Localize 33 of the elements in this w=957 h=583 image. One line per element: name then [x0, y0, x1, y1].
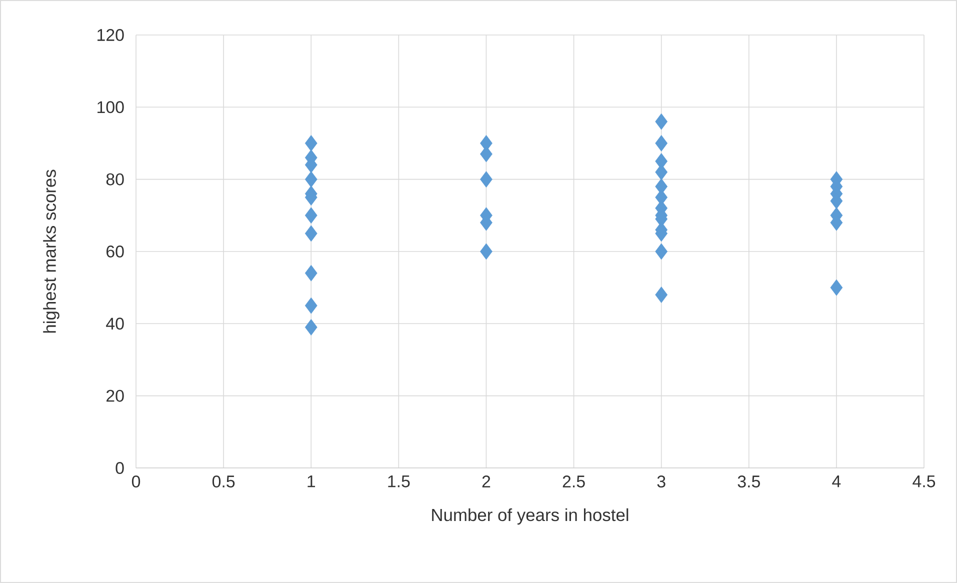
x-tick-label: 1.5 [388, 476, 410, 488]
x-axis-title: Number of years in hostel [432, 508, 628, 525]
point [655, 286, 668, 303]
x-tick-label: 3 [657, 476, 666, 488]
y-tick-label: 80 [106, 173, 124, 186]
point [304, 319, 318, 336]
point [655, 135, 668, 152]
point [480, 243, 492, 260]
x-tick-label: 4 [832, 476, 841, 488]
y-tick-label: 20 [106, 390, 124, 402]
y-axis-title: highest marks scores [43, 170, 60, 333]
point [304, 171, 318, 188]
x-tick-label: 0 [132, 476, 140, 488]
x-tick-label: 2.5 [562, 476, 585, 488]
point [304, 225, 318, 242]
x-tick-label: 3.5 [738, 476, 760, 488]
point [655, 113, 668, 130]
point [830, 279, 843, 296]
point [304, 297, 318, 314]
point [304, 135, 318, 152]
x-tick-label: 1 [308, 476, 316, 488]
point [480, 171, 492, 188]
x-tick-label: 4.5 [912, 476, 936, 488]
x-tick-label: 0.5 [212, 476, 235, 488]
y-tick-label: 100 [98, 101, 124, 114]
point [304, 207, 318, 224]
point [304, 264, 318, 282]
y-tick-label: 0 [116, 462, 124, 474]
y-tick-label: 60 [106, 245, 124, 258]
y-tick-label: 40 [106, 318, 124, 330]
x-tick-label: 2 [482, 476, 490, 488]
point [655, 243, 668, 260]
y-tick-label: 120 [98, 28, 124, 41]
